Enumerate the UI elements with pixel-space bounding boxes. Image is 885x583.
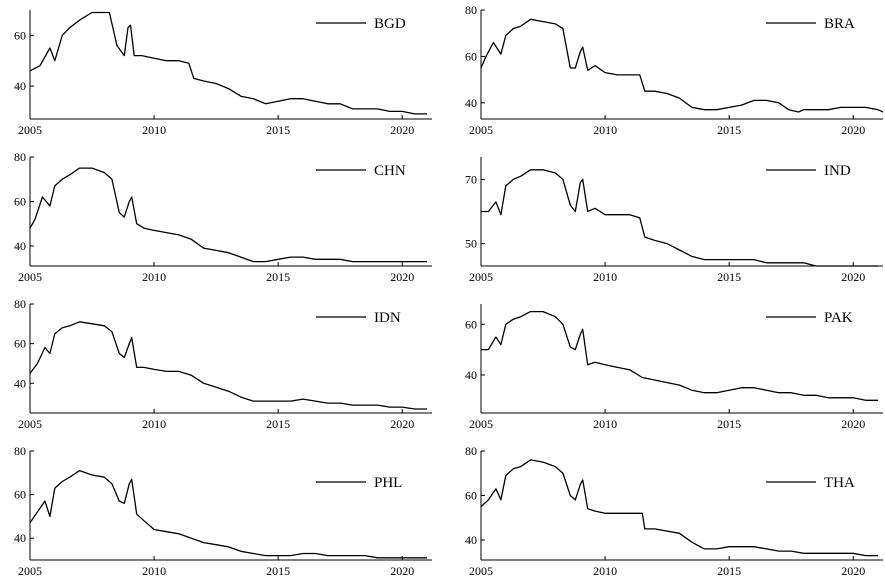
y-tick-label: 40 bbox=[14, 79, 26, 93]
x-tick-label: 2010 bbox=[593, 417, 617, 431]
y-tick-label: 60 bbox=[465, 317, 477, 331]
y-tick-label: 60 bbox=[465, 488, 477, 502]
x-tick-label: 2005 bbox=[18, 417, 42, 431]
x-tick-label: 2010 bbox=[593, 564, 617, 578]
x-tick-label: 2015 bbox=[266, 417, 290, 431]
y-tick-label: 80 bbox=[14, 297, 26, 311]
y-tick-label: 80 bbox=[465, 3, 477, 17]
y-tick-label: 40 bbox=[465, 533, 477, 547]
panel-chn: 40 60 80 2005 2010 2015 2020 CHN bbox=[14, 150, 432, 284]
series-line-bgd bbox=[29, 11, 427, 115]
x-tick-label: 2020 bbox=[841, 564, 865, 578]
series-line-bra bbox=[480, 18, 884, 113]
y-tick-label: 40 bbox=[14, 376, 26, 390]
x-tick-label: 2015 bbox=[266, 270, 290, 284]
x-tick-label: 2020 bbox=[841, 417, 865, 431]
x-tick-label: 2015 bbox=[717, 564, 741, 578]
panel-pak: 40 60 2005 2010 2015 2020 PAK bbox=[465, 304, 883, 431]
panel-idn: 40 60 80 2005 2010 2015 2020 IDN bbox=[14, 297, 432, 431]
y-tick-label: 80 bbox=[14, 150, 26, 164]
y-tick-label: 40 bbox=[465, 96, 477, 110]
y-tick-label: 70 bbox=[465, 172, 477, 186]
x-tick-label: 2010 bbox=[142, 123, 166, 137]
legend-label-phl: PHL bbox=[374, 475, 402, 491]
x-tick-label: 2010 bbox=[142, 564, 166, 578]
x-tick-label: 2005 bbox=[18, 564, 42, 578]
panel-phl: 40 60 80 2005 2010 2015 2020 PHL bbox=[14, 444, 432, 578]
x-tick-label: 2015 bbox=[266, 123, 290, 137]
y-tick-label: 40 bbox=[14, 239, 26, 253]
x-tick-label: 2020 bbox=[390, 123, 414, 137]
x-tick-label: 2020 bbox=[390, 270, 414, 284]
panel-tha: 40 60 80 2005 2010 2015 2020 THA bbox=[465, 444, 883, 578]
x-tick-label: 2020 bbox=[390, 417, 414, 431]
x-tick-label: 2005 bbox=[18, 123, 42, 137]
y-tick-label: 80 bbox=[465, 444, 477, 458]
x-tick-label: 2005 bbox=[18, 270, 42, 284]
series-line-chn bbox=[29, 167, 427, 263]
y-tick-label: 80 bbox=[14, 444, 26, 458]
legend-label-idn: IDN bbox=[374, 310, 401, 326]
x-tick-label: 2010 bbox=[142, 417, 166, 431]
x-tick-label: 2005 bbox=[469, 270, 493, 284]
legend-label-tha: THA bbox=[824, 475, 855, 491]
series-line-phl bbox=[29, 469, 427, 559]
y-tick-label: 60 bbox=[14, 337, 26, 351]
panel-bgd: 40 60 2005 2010 2015 2020 BGD bbox=[14, 10, 432, 137]
x-tick-label: 2015 bbox=[717, 270, 741, 284]
series-line-pak bbox=[481, 310, 878, 401]
x-tick-label: 2020 bbox=[841, 270, 865, 284]
legend-label-chn: CHN bbox=[374, 163, 406, 179]
legend-label-pak: PAK bbox=[824, 310, 853, 326]
x-tick-label: 2020 bbox=[841, 123, 865, 137]
panel-bra: 40 60 80 2005 2010 2015 2020 BRA bbox=[465, 3, 884, 137]
y-tick-label: 60 bbox=[14, 28, 26, 42]
series-line-idn bbox=[29, 321, 427, 410]
y-tick-label: 60 bbox=[465, 49, 477, 63]
x-tick-label: 2015 bbox=[717, 417, 741, 431]
x-tick-label: 2010 bbox=[142, 270, 166, 284]
legend-label-bgd: BGD bbox=[374, 16, 406, 32]
series-line-ind bbox=[481, 169, 878, 267]
x-tick-label: 2015 bbox=[717, 123, 741, 137]
x-tick-label: 2010 bbox=[593, 270, 617, 284]
y-tick-label: 60 bbox=[14, 194, 26, 208]
x-tick-label: 2020 bbox=[390, 564, 414, 578]
y-tick-label: 40 bbox=[465, 368, 477, 382]
legend-label-ind: IND bbox=[824, 163, 851, 179]
legend-label-bra: BRA bbox=[824, 16, 855, 32]
x-tick-label: 2015 bbox=[266, 564, 290, 578]
x-tick-label: 2005 bbox=[469, 417, 493, 431]
series-line-tha bbox=[480, 459, 878, 557]
x-tick-label: 2005 bbox=[469, 123, 493, 137]
y-tick-label: 40 bbox=[14, 531, 26, 545]
x-tick-label: 2005 bbox=[469, 564, 493, 578]
x-tick-label: 2010 bbox=[593, 123, 617, 137]
y-tick-label: 50 bbox=[465, 237, 477, 251]
y-tick-label: 60 bbox=[14, 488, 26, 502]
panel-ind: 50 70 2005 2010 2015 2020 IND bbox=[465, 157, 883, 284]
